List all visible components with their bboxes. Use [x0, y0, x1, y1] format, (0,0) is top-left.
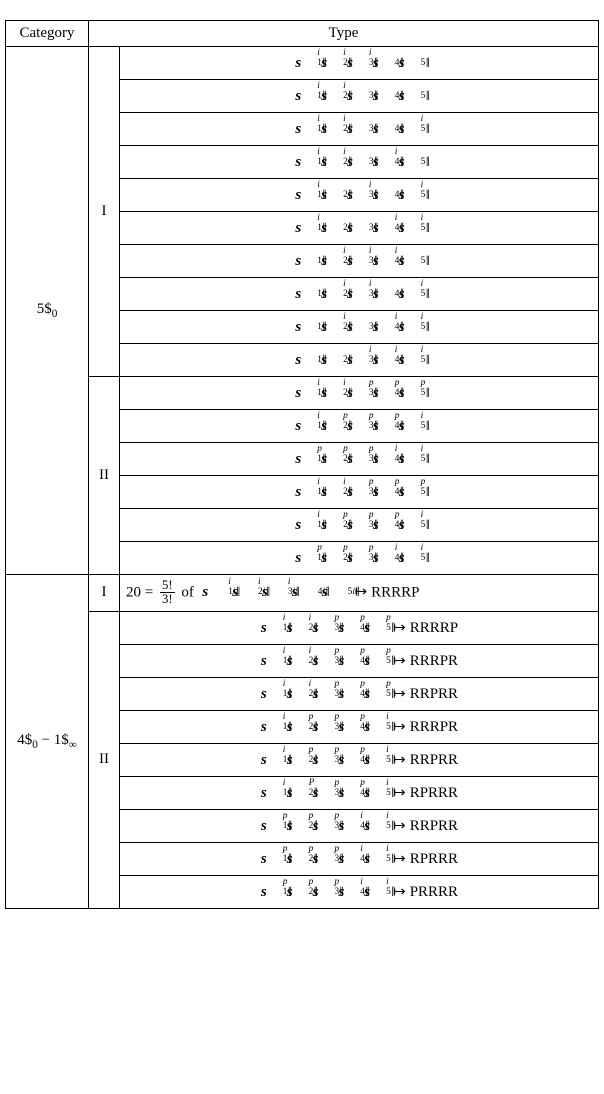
subcategory-cell: II	[89, 377, 120, 575]
table-row: 5$0Isi1∥si2∥si3∥s4∥s5∥	[6, 47, 599, 80]
table-row: IIsi1∥si2∥sp3∥sp4∥sp5∥↦RRRRP	[6, 611, 599, 644]
type-cell: 20 = 5!3! of si1i∥si2i∥si3i∥s4i∥s5i∥↦RRR…	[120, 575, 599, 612]
type-cell: sp1∥sp2∥sp3∥si4∥si5∥↦PRRRR	[120, 875, 599, 908]
subcategory-cell: II	[89, 611, 120, 908]
type-cell: si1∥si2∥s3∥s4∥si5∥	[120, 113, 599, 146]
type-cell: si1∥sp2∥sp3∥sp4∥si5∥↦RRPRR	[120, 743, 599, 776]
category-cell: 5$0	[6, 47, 89, 575]
type-cell: si1∥si2∥s3∥si4∥s5∥	[120, 146, 599, 179]
type-cell: si1∥si2∥si3∥s4∥s5∥	[120, 47, 599, 80]
type-cell: s1∥si2∥s3∥si4∥si5∥	[120, 311, 599, 344]
type-cell: sp1∥sp2∥sp3∥si4∥si5∥↦RRPRR	[120, 809, 599, 842]
type-cell: si1∥si2∥sp3∥sp4∥sp5∥↦RRRPR	[120, 644, 599, 677]
table-container: Category Type 5$0Isi1∥si2∥si3∥s4∥s5∥si1∥…	[5, 20, 599, 909]
header-row: Category Type	[6, 21, 599, 47]
type-cell: s1∥s2∥si3∥si4∥si5∥	[120, 344, 599, 377]
classification-table: Category Type 5$0Isi1∥si2∥si3∥s4∥s5∥si1∥…	[5, 20, 599, 909]
table-row: 4$0 − 1$∞I20 = 5!3! of si1i∥si2i∥si3i∥s4…	[6, 575, 599, 612]
type-cell: sp1∥sp2∥sp3∥si4∥si5∥	[120, 443, 599, 476]
subcategory-cell: I	[89, 47, 120, 377]
col-type: Type	[89, 21, 599, 47]
type-cell: si1∥sP2∥sp3∥sp4∥si5∥↦RPRRR	[120, 776, 599, 809]
type-cell: s1∥si2∥si3∥si4∥s5∥	[120, 245, 599, 278]
type-cell: si1∥si2∥s3∥s4∥s5∥	[120, 80, 599, 113]
type-cell: si1∥s2∥s3∥si4∥si5∥	[120, 212, 599, 245]
type-cell: si1∥si2∥sp3∥sp4∥sp5∥↦RRPRR	[120, 677, 599, 710]
type-cell: sp1∥sp2∥sp3∥si4∥si5∥↦RPRRR	[120, 842, 599, 875]
type-cell: sp1∥sp2∥sp3∥si4∥si5∥	[120, 542, 599, 575]
category-cell: 4$0 − 1$∞	[6, 575, 89, 909]
type-cell: s1∥si2∥si3∥s4∥si5∥	[120, 278, 599, 311]
type-cell: si1∥sp2∥sp3∥sp4∥si5∥	[120, 509, 599, 542]
type-cell: si1∥si2∥sp3∥sp4∥sp5∥	[120, 377, 599, 410]
type-cell: si1∥si2∥sp3∥sp4∥sp5∥	[120, 476, 599, 509]
type-cell: si1∥sp2∥sp3∥sp4∥si5∥	[120, 410, 599, 443]
type-cell: si1∥s2∥si3∥s4∥si5∥	[120, 179, 599, 212]
type-cell: si1∥si2∥sp3∥sp4∥sp5∥↦RRRRP	[120, 611, 599, 644]
table-row: IIsi1∥si2∥sp3∥sp4∥sp5∥	[6, 377, 599, 410]
col-category: Category	[6, 21, 89, 47]
type-cell: si1∥sp2∥sp3∥sp4∥si5∥↦RRRPR	[120, 710, 599, 743]
subcategory-cell: I	[89, 575, 120, 612]
